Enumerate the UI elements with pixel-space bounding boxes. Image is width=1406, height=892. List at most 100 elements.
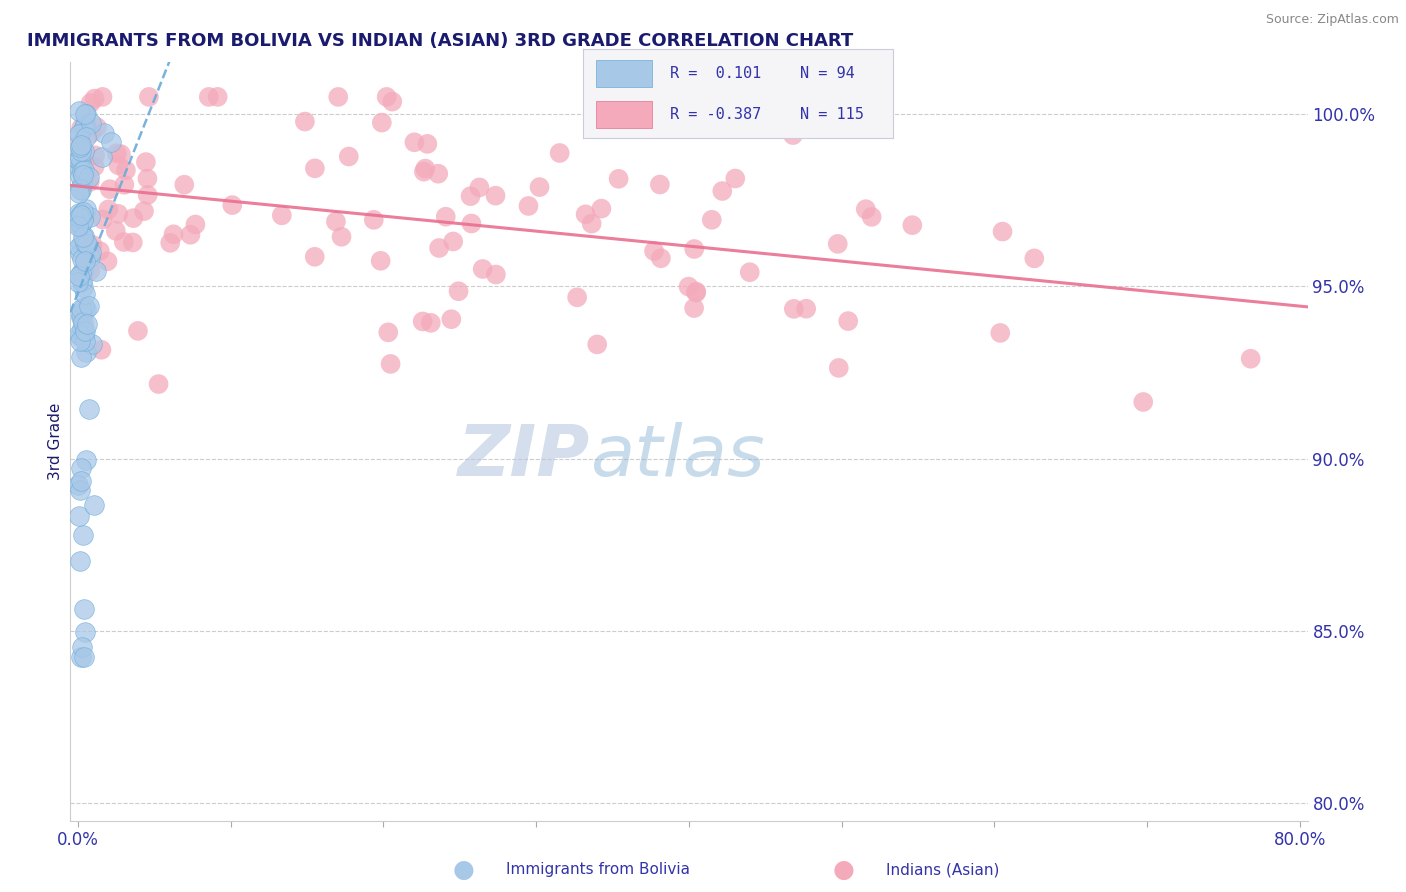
Point xyxy=(79,210,101,224)
Point xyxy=(77,401,100,416)
Text: N = 115: N = 115 xyxy=(800,107,863,121)
Point xyxy=(148,377,170,392)
Text: ●: ● xyxy=(832,858,855,881)
Point xyxy=(783,301,806,316)
Point xyxy=(738,265,761,279)
Point xyxy=(69,334,91,348)
Point xyxy=(70,207,93,221)
Point xyxy=(69,219,91,234)
Point xyxy=(371,115,394,129)
Point xyxy=(419,316,441,330)
Point xyxy=(70,475,93,489)
Point xyxy=(375,90,398,104)
Point xyxy=(96,254,118,268)
Point xyxy=(529,180,551,194)
Point xyxy=(648,178,671,192)
Point xyxy=(1024,252,1046,266)
Point xyxy=(72,204,94,219)
Point xyxy=(84,148,107,162)
Point xyxy=(685,285,707,299)
Point xyxy=(69,307,91,321)
Point xyxy=(80,337,103,351)
Point xyxy=(72,650,94,665)
Point xyxy=(325,214,347,228)
Point xyxy=(162,227,184,242)
Point xyxy=(700,212,723,227)
Point xyxy=(380,357,402,371)
Point xyxy=(468,180,491,194)
Point xyxy=(73,327,96,342)
Point xyxy=(330,229,353,244)
Point xyxy=(75,345,97,359)
Point xyxy=(136,188,159,202)
Point xyxy=(67,478,90,492)
Point xyxy=(72,213,94,227)
Point xyxy=(79,245,101,260)
Point xyxy=(711,184,734,198)
Point xyxy=(70,183,93,197)
Point xyxy=(69,329,91,343)
Point xyxy=(69,350,91,364)
Point xyxy=(683,242,706,256)
Point xyxy=(79,96,101,111)
Point xyxy=(69,219,91,233)
Point xyxy=(1240,351,1263,366)
Point xyxy=(73,287,96,301)
Point xyxy=(370,253,392,268)
Point xyxy=(73,236,96,251)
Point xyxy=(304,250,326,264)
Point xyxy=(90,343,112,357)
Point xyxy=(89,244,111,258)
Point xyxy=(683,301,706,315)
Point xyxy=(138,90,160,104)
Text: N = 94: N = 94 xyxy=(800,66,855,80)
Point xyxy=(517,199,540,213)
Point xyxy=(121,235,143,250)
Point xyxy=(70,156,93,170)
Point xyxy=(70,120,93,135)
Point xyxy=(83,498,105,512)
Point xyxy=(93,127,115,141)
Point xyxy=(67,127,90,141)
Point xyxy=(76,317,98,331)
Point xyxy=(75,453,97,467)
Point xyxy=(70,176,93,190)
Point xyxy=(460,189,482,203)
Point xyxy=(377,326,399,340)
Point xyxy=(73,121,96,136)
Point xyxy=(69,238,91,252)
Point xyxy=(363,212,385,227)
Point xyxy=(112,235,135,249)
Point xyxy=(484,188,506,202)
Point xyxy=(650,252,672,266)
Point xyxy=(441,235,464,249)
Point xyxy=(460,217,482,231)
Point xyxy=(548,146,571,161)
Point xyxy=(67,186,90,200)
Point xyxy=(413,161,436,176)
Point xyxy=(70,310,93,324)
Point xyxy=(83,92,105,106)
Text: IMMIGRANTS FROM BOLIVIA VS INDIAN (ASIAN) 3RD GRADE CORRELATION CHART: IMMIGRANTS FROM BOLIVIA VS INDIAN (ASIAN… xyxy=(27,32,853,50)
Point xyxy=(198,90,221,104)
Point xyxy=(67,210,90,224)
Point xyxy=(83,160,105,174)
Point xyxy=(112,178,135,192)
Point xyxy=(828,360,851,375)
Point xyxy=(72,640,94,654)
Point xyxy=(69,162,91,177)
Point xyxy=(416,136,439,151)
Point xyxy=(991,225,1014,239)
Text: ZIP: ZIP xyxy=(458,422,591,491)
Point xyxy=(136,171,159,186)
Point xyxy=(72,168,94,182)
Point xyxy=(73,229,96,244)
Point xyxy=(73,301,96,315)
Point xyxy=(485,268,508,282)
Point xyxy=(794,301,817,316)
Point xyxy=(179,227,201,242)
Point xyxy=(184,218,207,232)
Point xyxy=(837,314,859,328)
Point xyxy=(159,235,181,250)
Point xyxy=(91,212,114,227)
